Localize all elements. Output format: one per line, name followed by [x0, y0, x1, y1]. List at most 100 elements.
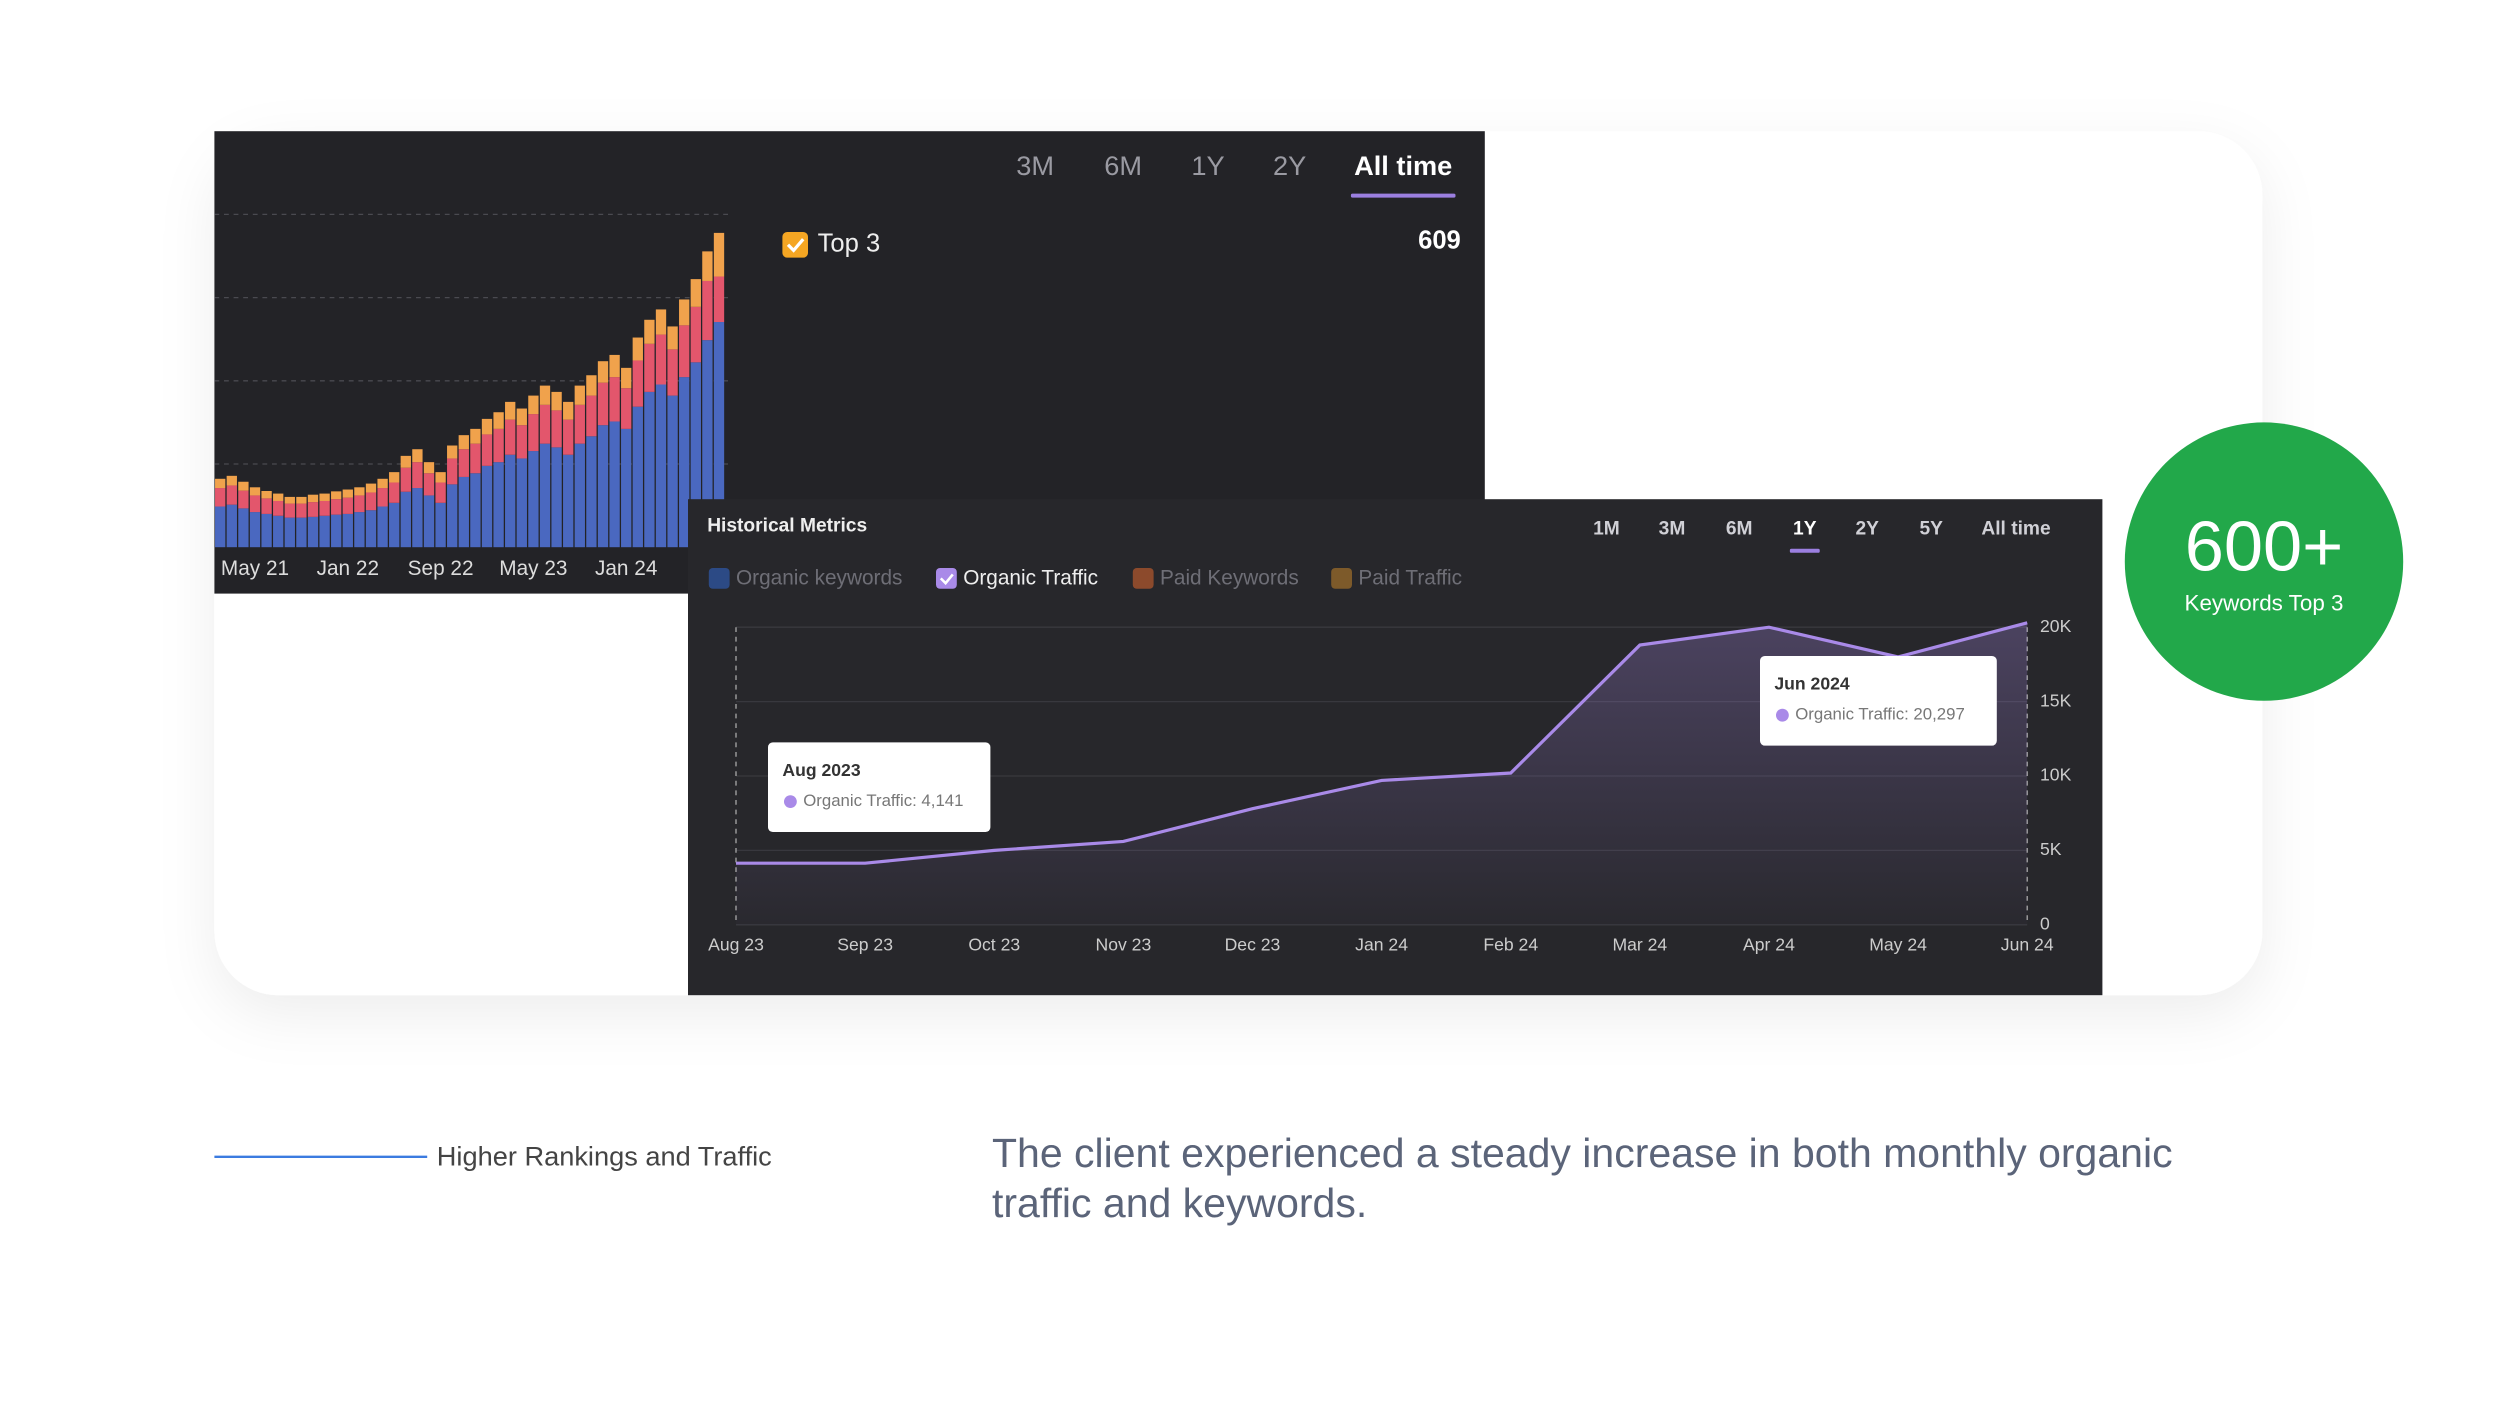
- y-tick-label: 10K: [2040, 765, 2072, 785]
- range-button[interactable]: 3M: [1016, 150, 1054, 181]
- bar-segment: [609, 421, 620, 548]
- y-tick-label: 5K: [2040, 839, 2062, 859]
- legend-label: Paid Traffic: [1358, 567, 1462, 590]
- bar-segment: [296, 496, 307, 504]
- bar-segment: [679, 299, 690, 326]
- tooltip-label: Organic Traffic: 4,141: [803, 791, 963, 810]
- bar-segment: [296, 517, 307, 548]
- bar-segment: [679, 325, 690, 378]
- bar-segment: [215, 488, 226, 507]
- bar-segment: [574, 385, 585, 405]
- legend-value: 609: [1418, 226, 1461, 254]
- bar-segment: [621, 367, 632, 389]
- bar-segment: [307, 516, 319, 548]
- bar-segment: [238, 481, 249, 491]
- range-button[interactable]: 3M: [1659, 519, 1686, 540]
- caption-heading: Higher Rankings and Traffic: [437, 1141, 772, 1172]
- badge-value: 600+: [2185, 507, 2344, 586]
- bar-segment: [215, 506, 226, 548]
- tooltip-title: Aug 2023: [782, 760, 860, 780]
- chart-title: Historical Metrics: [707, 515, 867, 536]
- bar-segment: [354, 512, 365, 548]
- badge-label: Keywords Top 3: [2185, 591, 2344, 616]
- bar-segment: [574, 443, 585, 548]
- bar-segment: [470, 473, 481, 548]
- bar-segment: [516, 458, 527, 548]
- bar-segment: [516, 408, 527, 426]
- range-button[interactable]: 6M: [1104, 150, 1142, 181]
- area: [736, 622, 2028, 925]
- x-tick-label: May 24: [1869, 934, 1927, 954]
- bar-segment: [389, 502, 400, 548]
- legend-label: Top 3: [818, 230, 881, 258]
- bar-segment: [342, 497, 353, 514]
- bar-segment: [493, 428, 504, 463]
- bar-segment: [365, 492, 377, 511]
- bar-segment: [470, 443, 481, 474]
- bar-segment: [516, 425, 527, 459]
- bar-segment: [284, 496, 295, 504]
- range-button[interactable]: 6M: [1726, 519, 1753, 540]
- range-button[interactable]: 5Y: [1919, 519, 1943, 540]
- bar-segment: [609, 354, 620, 378]
- bar-segment: [447, 445, 458, 459]
- x-tick-label: Aug 23: [708, 934, 764, 954]
- bar-segment: [679, 377, 690, 548]
- bar-segment: [389, 482, 400, 503]
- bar-segment: [319, 515, 330, 548]
- x-tick-label: Apr 24: [1743, 934, 1795, 954]
- bar-segment: [481, 465, 493, 548]
- bar-segment: [249, 495, 261, 513]
- bar-segment: [563, 401, 574, 420]
- bar-segment: [284, 503, 295, 518]
- bar-segment: [238, 508, 249, 548]
- bar-segment: [249, 487, 261, 496]
- bar-segment: [400, 455, 411, 468]
- bar-segment: [655, 384, 667, 548]
- bar-segment: [632, 360, 643, 407]
- bar-segment: [655, 334, 667, 385]
- bar-segment: [505, 419, 516, 455]
- bar-segment: [458, 449, 469, 477]
- bar-segment: [412, 449, 423, 463]
- line: [736, 621, 2028, 865]
- bar-segment: [261, 498, 272, 514]
- bar-segment: [284, 517, 295, 548]
- bar-segment: [690, 279, 701, 307]
- bar-segment: [574, 404, 585, 444]
- x-tick-label: Sep 23: [837, 934, 893, 954]
- bar-segment: [713, 322, 725, 548]
- bar-segment: [690, 362, 701, 548]
- legend-label: Organic Traffic: [963, 567, 1098, 590]
- bar-segment: [412, 488, 423, 548]
- range-button[interactable]: All time: [1354, 150, 1452, 181]
- bar-segment: [713, 232, 725, 277]
- bar-segment: [493, 412, 504, 429]
- x-tick-label: Jan 24: [595, 557, 657, 580]
- range-button[interactable]: All time: [1981, 519, 2051, 540]
- range-button[interactable]: 1M: [1593, 519, 1620, 540]
- tooltip-dot: [1776, 708, 1789, 722]
- bar-segment: [447, 484, 458, 548]
- y-tick-label: 15K: [2040, 690, 2072, 710]
- legend-check: [939, 573, 954, 586]
- bar-segment: [423, 495, 435, 548]
- bar-segment: [563, 419, 574, 455]
- bar-segment: [261, 513, 272, 548]
- range-button[interactable]: 1Y: [1793, 519, 1817, 540]
- bar-segment: [632, 337, 643, 361]
- bar-segment: [458, 435, 469, 450]
- range-button[interactable]: 1Y: [1191, 150, 1224, 181]
- traffic-chart: Historical Metrics 0 5K 10K 15K 20K Aug 23 Sep…: [688, 499, 2103, 996]
- x-tick-label: Dec 23: [1225, 934, 1281, 954]
- range-button[interactable]: 2Y: [1855, 519, 1879, 540]
- range-button[interactable]: 2Y: [1273, 150, 1306, 181]
- bar-segment: [435, 472, 446, 483]
- bar-segment: [423, 462, 435, 474]
- legend-checkbox: [936, 568, 957, 589]
- legend-checkbox: [782, 232, 808, 258]
- legend-check: [786, 238, 805, 253]
- caption-text: The client experienced a steady increase…: [992, 1130, 2173, 1226]
- bar-segment: [331, 499, 342, 515]
